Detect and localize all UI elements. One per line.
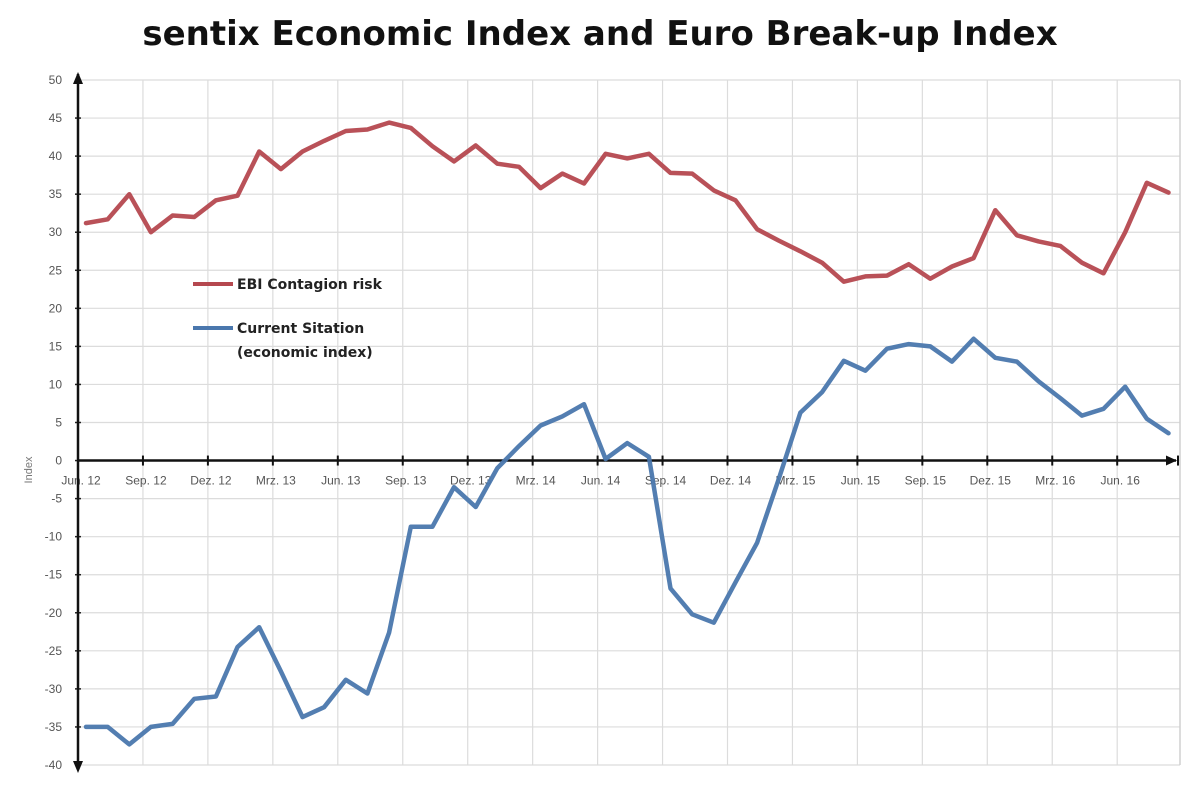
y-tick-label: 30 bbox=[49, 225, 63, 239]
x-tick-label: Mrz. 14 bbox=[516, 474, 556, 488]
y-axis-arrow-up bbox=[73, 72, 83, 84]
y-tick-label: -20 bbox=[45, 606, 63, 620]
y-axis-ticks: 50454035302520151050-5-10-15-20-25-30-35… bbox=[45, 73, 81, 772]
x-tick-label: Jun. 15 bbox=[841, 474, 881, 488]
x-axis-arrow bbox=[1166, 455, 1177, 466]
y-tick-label: 15 bbox=[49, 339, 63, 353]
legend-label-ebi: EBI Contagion risk bbox=[237, 277, 383, 293]
y-tick-label: 35 bbox=[49, 187, 63, 201]
axes bbox=[73, 72, 1179, 773]
x-tick-label: Dez. 15 bbox=[970, 474, 1012, 488]
x-tick-label: Sep. 13 bbox=[385, 474, 427, 488]
y-tick-label: 25 bbox=[49, 263, 63, 277]
y-tick-label: -15 bbox=[45, 568, 63, 582]
series-line-current-situation bbox=[83, 336, 1171, 747]
y-tick-label: 40 bbox=[49, 149, 63, 163]
x-tick-label: Sep. 12 bbox=[125, 474, 167, 488]
x-tick-label: Jun. 16 bbox=[1101, 474, 1141, 488]
x-tick-label: Dez. 13 bbox=[450, 474, 492, 488]
series-line-ebi-contagion-risk bbox=[83, 120, 1171, 284]
y-tick-label: -5 bbox=[51, 492, 62, 506]
x-tick-label: Dez. 14 bbox=[710, 474, 752, 488]
y-tick-label: 10 bbox=[49, 377, 63, 391]
legend-label-current-situation-line2: (economic index) bbox=[237, 345, 373, 361]
y-tick-label: -10 bbox=[45, 530, 63, 544]
y-tick-label: 50 bbox=[49, 73, 63, 87]
x-tick-label: Dez. 12 bbox=[190, 474, 232, 488]
x-tick-label: Sep. 15 bbox=[905, 474, 947, 488]
y-axis-arrow-down bbox=[73, 761, 83, 773]
legend: EBI Contagion risk Current Sitation (econo… bbox=[193, 277, 383, 361]
y-tick-label: 5 bbox=[55, 416, 62, 430]
y-tick-label: -35 bbox=[45, 720, 63, 734]
y-tick-label: -40 bbox=[45, 758, 63, 772]
x-tick-label: Mrz. 16 bbox=[1035, 474, 1075, 488]
chart-title: sentix Economic Index and Euro Break-up … bbox=[142, 14, 1058, 54]
x-tick-label: Mrz. 13 bbox=[256, 474, 296, 488]
y-tick-label: 0 bbox=[55, 454, 62, 468]
x-tick-label: Jun. 13 bbox=[321, 474, 361, 488]
legend-label-current-situation-line1: Current Sitation bbox=[237, 321, 364, 337]
y-axis-label: Index bbox=[23, 456, 35, 483]
x-tick-label: Jun. 12 bbox=[61, 474, 101, 488]
series-lines bbox=[83, 120, 1171, 747]
x-tick-label: Mrz. 15 bbox=[775, 474, 815, 488]
x-axis-ticks: Jun. 12 Sep. 12 Dez. 12 Mrz. 13 Jun. 13 Sep. … bbox=[61, 455, 1141, 488]
y-tick-label: -25 bbox=[45, 644, 63, 658]
y-tick-label: 20 bbox=[49, 301, 63, 315]
y-tick-label: 45 bbox=[49, 111, 63, 125]
y-tick-label: -30 bbox=[45, 682, 63, 696]
x-tick-label: Jun. 14 bbox=[581, 474, 621, 488]
